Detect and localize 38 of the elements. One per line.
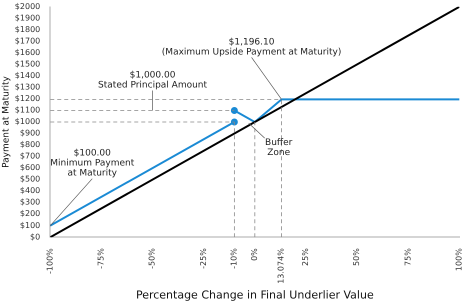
y-tick-label: $500 — [20, 174, 40, 184]
x-tick-label: 50% — [352, 248, 362, 266]
y-tick-label: $1000 — [14, 117, 40, 126]
y-tick-label: $2000 — [14, 2, 40, 11]
y-tick-label: $1300 — [14, 82, 40, 92]
y-axis-title: Payment at Maturity — [2, 75, 12, 168]
y-tick-label: $1800 — [14, 24, 40, 34]
annotation: $1,196.10 (Maximum Upside Payment at Maturity) — [162, 37, 342, 58]
y-tick-label: $800 — [20, 140, 40, 150]
annotation: Buffer Zone — [265, 138, 293, 158]
y-tick-label: $1400 — [14, 71, 40, 80]
y-tick-label: $1600 — [14, 48, 40, 57]
annotation: $100.00 Minimum Payment at Maturity — [50, 148, 135, 179]
x-tick-label: -25% — [198, 248, 208, 269]
y-tick-label: $600 — [20, 163, 40, 172]
y-tick-label: $100 — [20, 220, 40, 230]
x-axis-title: Percentage Change in Final Underlier Value — [136, 288, 374, 302]
x-tick-label: -75% — [96, 248, 106, 269]
x-tick-label: 25% — [301, 248, 310, 266]
y-tick-label: $200 — [20, 209, 40, 218]
y-tick-label: $1700 — [14, 36, 40, 46]
y-tick-label: $900 — [20, 128, 40, 138]
y-tick-label: $700 — [20, 152, 40, 161]
x-tick-label: -50% — [148, 248, 157, 269]
x-tick-label: 75% — [403, 248, 412, 266]
x-tick-label: 0% — [250, 248, 259, 261]
y-tick-label: $1500 — [14, 59, 40, 68]
y-tick-label: $1100 — [14, 106, 40, 115]
x-tick-label: -10% — [229, 248, 238, 269]
x-tick-label: -100% — [45, 248, 54, 274]
y-tick-label: $1900 — [14, 13, 40, 22]
y-tick-label: $300 — [20, 198, 40, 207]
y-tick-label: $1200 — [14, 94, 40, 104]
x-tick-label: 100% — [454, 248, 464, 272]
annotation: $1,000.00 Stated Principal Amount — [98, 70, 208, 90]
y-tick-label: $400 — [20, 186, 40, 196]
y-tick-label: $0 — [30, 232, 40, 242]
x-tick-label: 13.074% — [276, 248, 286, 284]
